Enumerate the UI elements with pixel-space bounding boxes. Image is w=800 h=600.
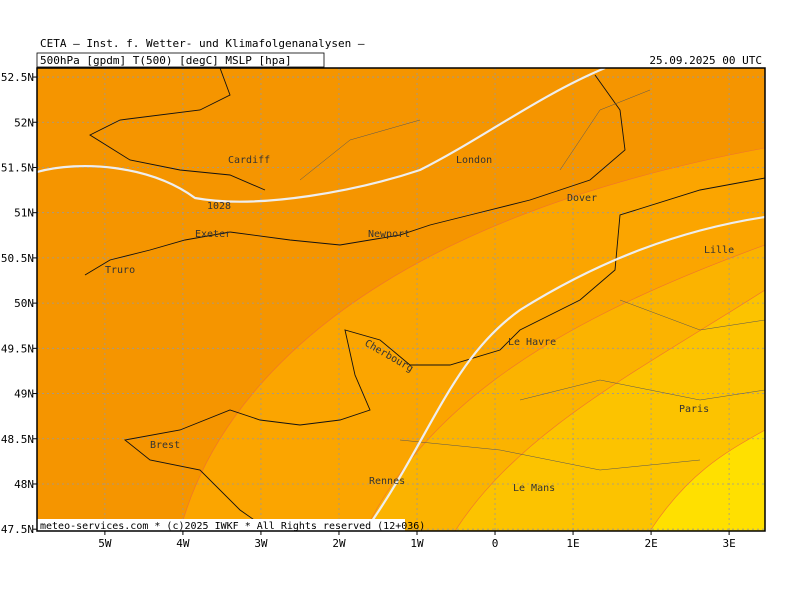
lat-tick-label: 50N bbox=[14, 297, 34, 310]
lon-tick-label: 5W bbox=[98, 537, 112, 550]
lon-tick-label: 2E bbox=[644, 537, 657, 550]
lon-tick-label: 3E bbox=[722, 537, 735, 550]
lat-tick-label: 47.5N bbox=[1, 523, 34, 536]
city-label: Truro bbox=[105, 265, 135, 276]
border bbox=[299, 89, 765, 471]
lat-tick-label: 48.5N bbox=[1, 433, 34, 446]
lon-tick-label: 3W bbox=[254, 537, 268, 550]
city-label: Le Havre bbox=[508, 337, 556, 348]
map-frame bbox=[36, 67, 766, 532]
city-label: Paris bbox=[679, 404, 709, 415]
map-area: 1028 Cardiff London Dover Exeter Newport… bbox=[37, 68, 765, 532]
isobar bbox=[364, 215, 765, 531]
city-label: Le Mans bbox=[513, 483, 555, 494]
coastline bbox=[84, 74, 626, 276]
header-title: CETA — Inst. f. Wetter- und Klimafolgena… bbox=[40, 37, 365, 50]
lat-tick-label: 49N bbox=[14, 388, 34, 401]
isobar bbox=[37, 68, 606, 203]
city-label: London bbox=[456, 155, 492, 166]
valid-time: 25.09.2025 00 UTC bbox=[649, 54, 762, 67]
lon-tick-label: 2W bbox=[332, 537, 346, 550]
city-label: Dover bbox=[567, 193, 597, 204]
lat-tick-label: 51N bbox=[14, 207, 34, 220]
coastline bbox=[123, 177, 765, 531]
lat-tick-label: 52.5N bbox=[1, 71, 34, 84]
header-box bbox=[36, 52, 325, 68]
city-label: Lille bbox=[704, 245, 734, 256]
city-label: Rennes bbox=[369, 476, 405, 487]
lon-tick-label: 0 bbox=[492, 537, 499, 550]
lat-tick-label: 48N bbox=[14, 478, 34, 491]
lon-tick-label: 1W bbox=[410, 537, 424, 550]
header-fields: 500hPa [gpdm] T(500) [degC] MSLP [hpa] bbox=[40, 54, 292, 67]
footer: meteo-services.com * (c)2025 IWKF * All … bbox=[40, 521, 425, 532]
isobar-label: 1028 bbox=[207, 201, 231, 212]
city-label: Cardiff bbox=[228, 155, 270, 166]
band bbox=[454, 289, 765, 531]
lon-tick-label: 4W bbox=[176, 537, 190, 550]
city-label: Brest bbox=[150, 440, 180, 451]
lon-tick-label: 1E bbox=[566, 537, 579, 550]
lat-tick-label: 51.5N bbox=[1, 161, 34, 174]
footer-box bbox=[37, 519, 405, 531]
lat-tick-label: 52N bbox=[14, 116, 34, 129]
city-label: Exeter bbox=[195, 229, 231, 240]
lat-tick-label: 50.5N bbox=[1, 252, 34, 265]
city-label: Newport bbox=[368, 229, 410, 240]
lat-tick-label: 49.5N bbox=[1, 342, 34, 355]
coastline bbox=[89, 68, 266, 191]
